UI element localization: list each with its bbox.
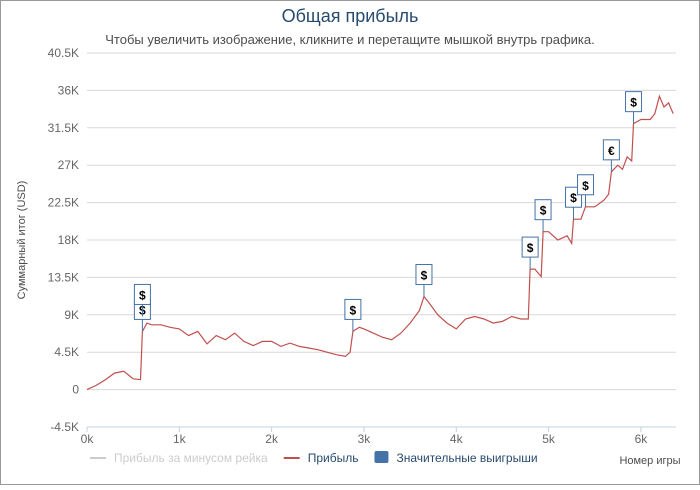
flag-title: $: [350, 303, 357, 317]
legend-label[interactable]: Прибыль: [308, 451, 359, 465]
y-axis-title: Суммарный итог (USD): [16, 181, 28, 300]
flag: [344, 298, 362, 320]
y-tick-label: 31.5K: [48, 121, 79, 135]
x-tick-label: 0k: [81, 432, 95, 446]
x-tick-label: 4k: [450, 432, 464, 446]
y-tick-label: 4.5K: [54, 345, 79, 359]
x-tick-label: 6k: [635, 432, 649, 446]
y-tick-label: 9K: [64, 308, 79, 322]
y-tick-label: 0: [72, 383, 79, 397]
chart-subtitle: Чтобы увеличить изображение, кликните и …: [105, 32, 594, 47]
flag-title: $: [570, 191, 577, 205]
legend-symbol: [374, 451, 389, 463]
y-tick-label: 40.5K: [48, 46, 79, 60]
chart-title: Общая прибыль: [282, 6, 419, 26]
x-axis-title: Номер игры: [619, 455, 680, 467]
x-tick-label: 1k: [173, 432, 187, 446]
legend-label[interactable]: Прибыль за минусом рейка: [114, 451, 268, 465]
y-tick-label: 36K: [58, 83, 79, 97]
flag-title: $: [630, 96, 637, 110]
y-tick-label: 22.5K: [48, 196, 79, 210]
legend-label[interactable]: Значительные выигрыши: [396, 451, 537, 465]
flag-title: $: [527, 241, 534, 255]
flag-title: $: [540, 204, 547, 218]
line-series: [86, 94, 674, 391]
y-tick-label: 18K: [58, 233, 79, 247]
flag: [534, 199, 552, 221]
flag-title: $: [139, 288, 146, 302]
flag-title: €: [608, 144, 615, 158]
flag: [625, 91, 643, 113]
flag-title: $: [421, 269, 428, 283]
y-tick-label: -4.5K: [50, 420, 79, 434]
x-tick-label: 2k: [265, 432, 279, 446]
y-tick-label: 27K: [58, 158, 79, 172]
flag-title: $: [582, 179, 589, 193]
y-tick-label: 13.5K: [48, 270, 79, 284]
flag: [133, 283, 151, 305]
x-tick-label: 5k: [542, 432, 556, 446]
flag: [602, 139, 620, 161]
flag: [521, 236, 539, 258]
flag: [415, 264, 433, 286]
x-tick-label: 3k: [358, 432, 372, 446]
flag: [577, 174, 595, 196]
